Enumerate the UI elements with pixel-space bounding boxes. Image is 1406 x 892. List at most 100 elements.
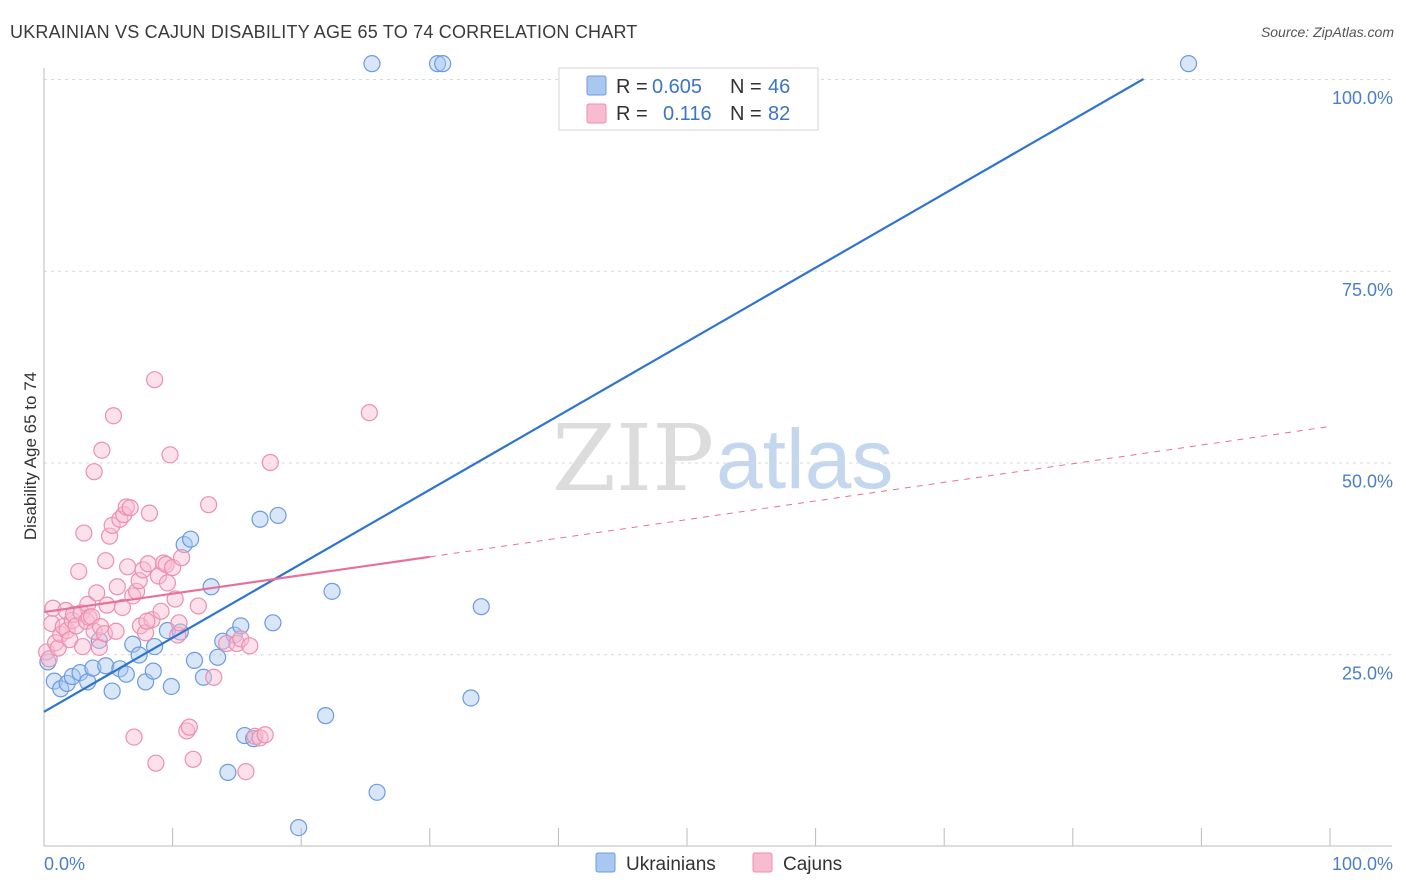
ukrainians-point-9 [97,657,115,675]
ukrainians-point-42 [434,55,452,73]
cajuns-point-79 [261,453,279,472]
legend-n-value-cajuns: 82 [768,103,790,125]
ukrainians-point-10 [103,682,121,700]
watermark-zip: ZIP [552,405,714,512]
cajuns-point-52 [145,371,164,389]
ukrainians-point-26 [209,648,227,666]
ukrainians-point-37 [317,707,335,725]
cajuns-point-68 [189,597,207,615]
ukrainians-point-40 [368,783,386,801]
legend-r-value-ukrainians: 0.605 [652,76,702,98]
cajuns-point-37 [113,598,132,617]
cajuns-point-75 [241,637,259,655]
cajuns-point-45 [130,572,148,590]
cajuns-point-31 [100,527,119,545]
cajuns-point-24 [88,584,106,602]
cajuns-point-80 [360,404,378,422]
legend-r-label-cajuns: R = [616,103,648,125]
cajuns-point-13 [67,617,85,635]
ukrainians-point-4 [63,667,81,686]
cajuns-point-29 [97,552,115,570]
trend-lines [43,78,1331,713]
cajuns-point-66 [180,718,198,736]
cajuns-point-74 [237,763,255,781]
bottom-legend-label-cajuns: Cajuns [783,854,842,875]
cajuns-point-67 [184,750,202,768]
chart-title: UKRAINIAN VS CAJUN DISABILITY AGE 65 TO … [10,22,638,42]
ukrainians-point-23 [185,651,204,669]
cajuns-point-55 [152,602,170,620]
ukrainians-point-28 [219,763,237,781]
ukrainians-point-22 [182,530,200,548]
cajuns-point-40 [118,558,137,576]
cajuns-point-73 [232,630,250,648]
trend-line-cajuns [43,555,430,614]
cajuns-point-81 [138,612,156,630]
ukrainians-point-33 [251,510,269,528]
bottom-legend-label-ukrainians: Ukrainians [626,854,716,875]
ukrainians-point-13 [124,635,142,653]
cajuns-point-33 [104,407,123,425]
cajuns-point-17 [75,524,93,542]
ukrainians-point-38 [323,582,341,600]
ukrainians-point-44 [472,598,490,616]
cajuns-point-14 [70,562,88,581]
legend-n-label-ukrainians: N = [730,76,762,98]
source-credit: Source: ZipAtlas.com [1260,24,1394,40]
cajuns-point-58 [158,574,177,592]
ukrainians-point-39 [363,55,381,73]
cajuns-point-50 [140,504,159,522]
cajuns-point-59 [161,446,179,464]
cajuns-point-35 [108,578,126,596]
ukrainians-point-34 [264,614,282,632]
cajuns-point-64 [173,549,191,567]
bottom-legend-swatch-cajuns [752,852,773,873]
x-tick-label-min: 0.0% [44,854,85,874]
cajuns-point-61 [166,590,184,608]
ukrainians-point-36 [290,818,308,837]
y-axis-title: Disability Age 65 to 74 [21,372,40,540]
y-tick-labels: 25.0% 50.0% 75.0% 100.0% [1332,88,1393,683]
legend-n-label-cajuns: N = [730,103,762,125]
legend-swatch-cajuns [586,103,607,124]
ukrainians-point-16 [144,662,162,680]
legend-n-value-ukrainians: 46 [768,76,790,98]
cajuns-point-43 [125,728,143,746]
legend-r-value-cajuns: 0.116 [663,103,712,125]
series-legend: Ukrainians Cajuns [595,852,842,875]
cajuns-point-41 [121,499,139,517]
cajuns-point-53 [147,754,165,772]
axes [43,68,1392,847]
ukrainians-point-43 [462,689,480,707]
correlation-legend: R = 0.605 N = 46 R = 0.116 N = 82 [558,67,819,131]
trend-line-ukrainians [43,78,1145,713]
cajuns-point-27 [93,441,111,459]
y-tick-label-25: 25.0% [1342,663,1393,683]
bottom-legend-swatch-ukrainians [595,852,616,873]
cajuns-point-77 [251,729,269,747]
cajuns-point-23 [85,463,103,481]
cajuns-point-69 [200,496,218,514]
series-cajuns-points [37,371,378,781]
cajuns-point-70 [205,668,223,686]
ukrainians-point-7 [84,659,102,677]
cajuns-point-30 [98,596,116,614]
y-tick-label-75: 75.0% [1342,280,1393,300]
cajuns-point-78 [256,726,274,744]
legend-swatch-ukrainians [586,75,607,96]
cajuns-point-34 [107,622,125,640]
trend-line-cajuns-extension [429,425,1331,558]
ukrainians-point-12 [117,665,135,683]
ukrainians-point-45 [1179,55,1198,73]
y-tick-label-50: 50.0% [1342,472,1393,492]
ukrainians-point-30 [232,617,250,635]
series-ukrainians-points [39,55,1198,837]
cajuns-point-5 [49,639,67,657]
ukrainians-point-41 [428,55,447,73]
legend-r-label-ukrainians: R = [616,76,648,98]
y-tick-label-100: 100.0% [1332,88,1393,108]
cajuns-point-16 [73,637,92,656]
ukrainians-point-19 [162,677,180,696]
x-tick-label-max: 100.0% [1332,854,1393,874]
